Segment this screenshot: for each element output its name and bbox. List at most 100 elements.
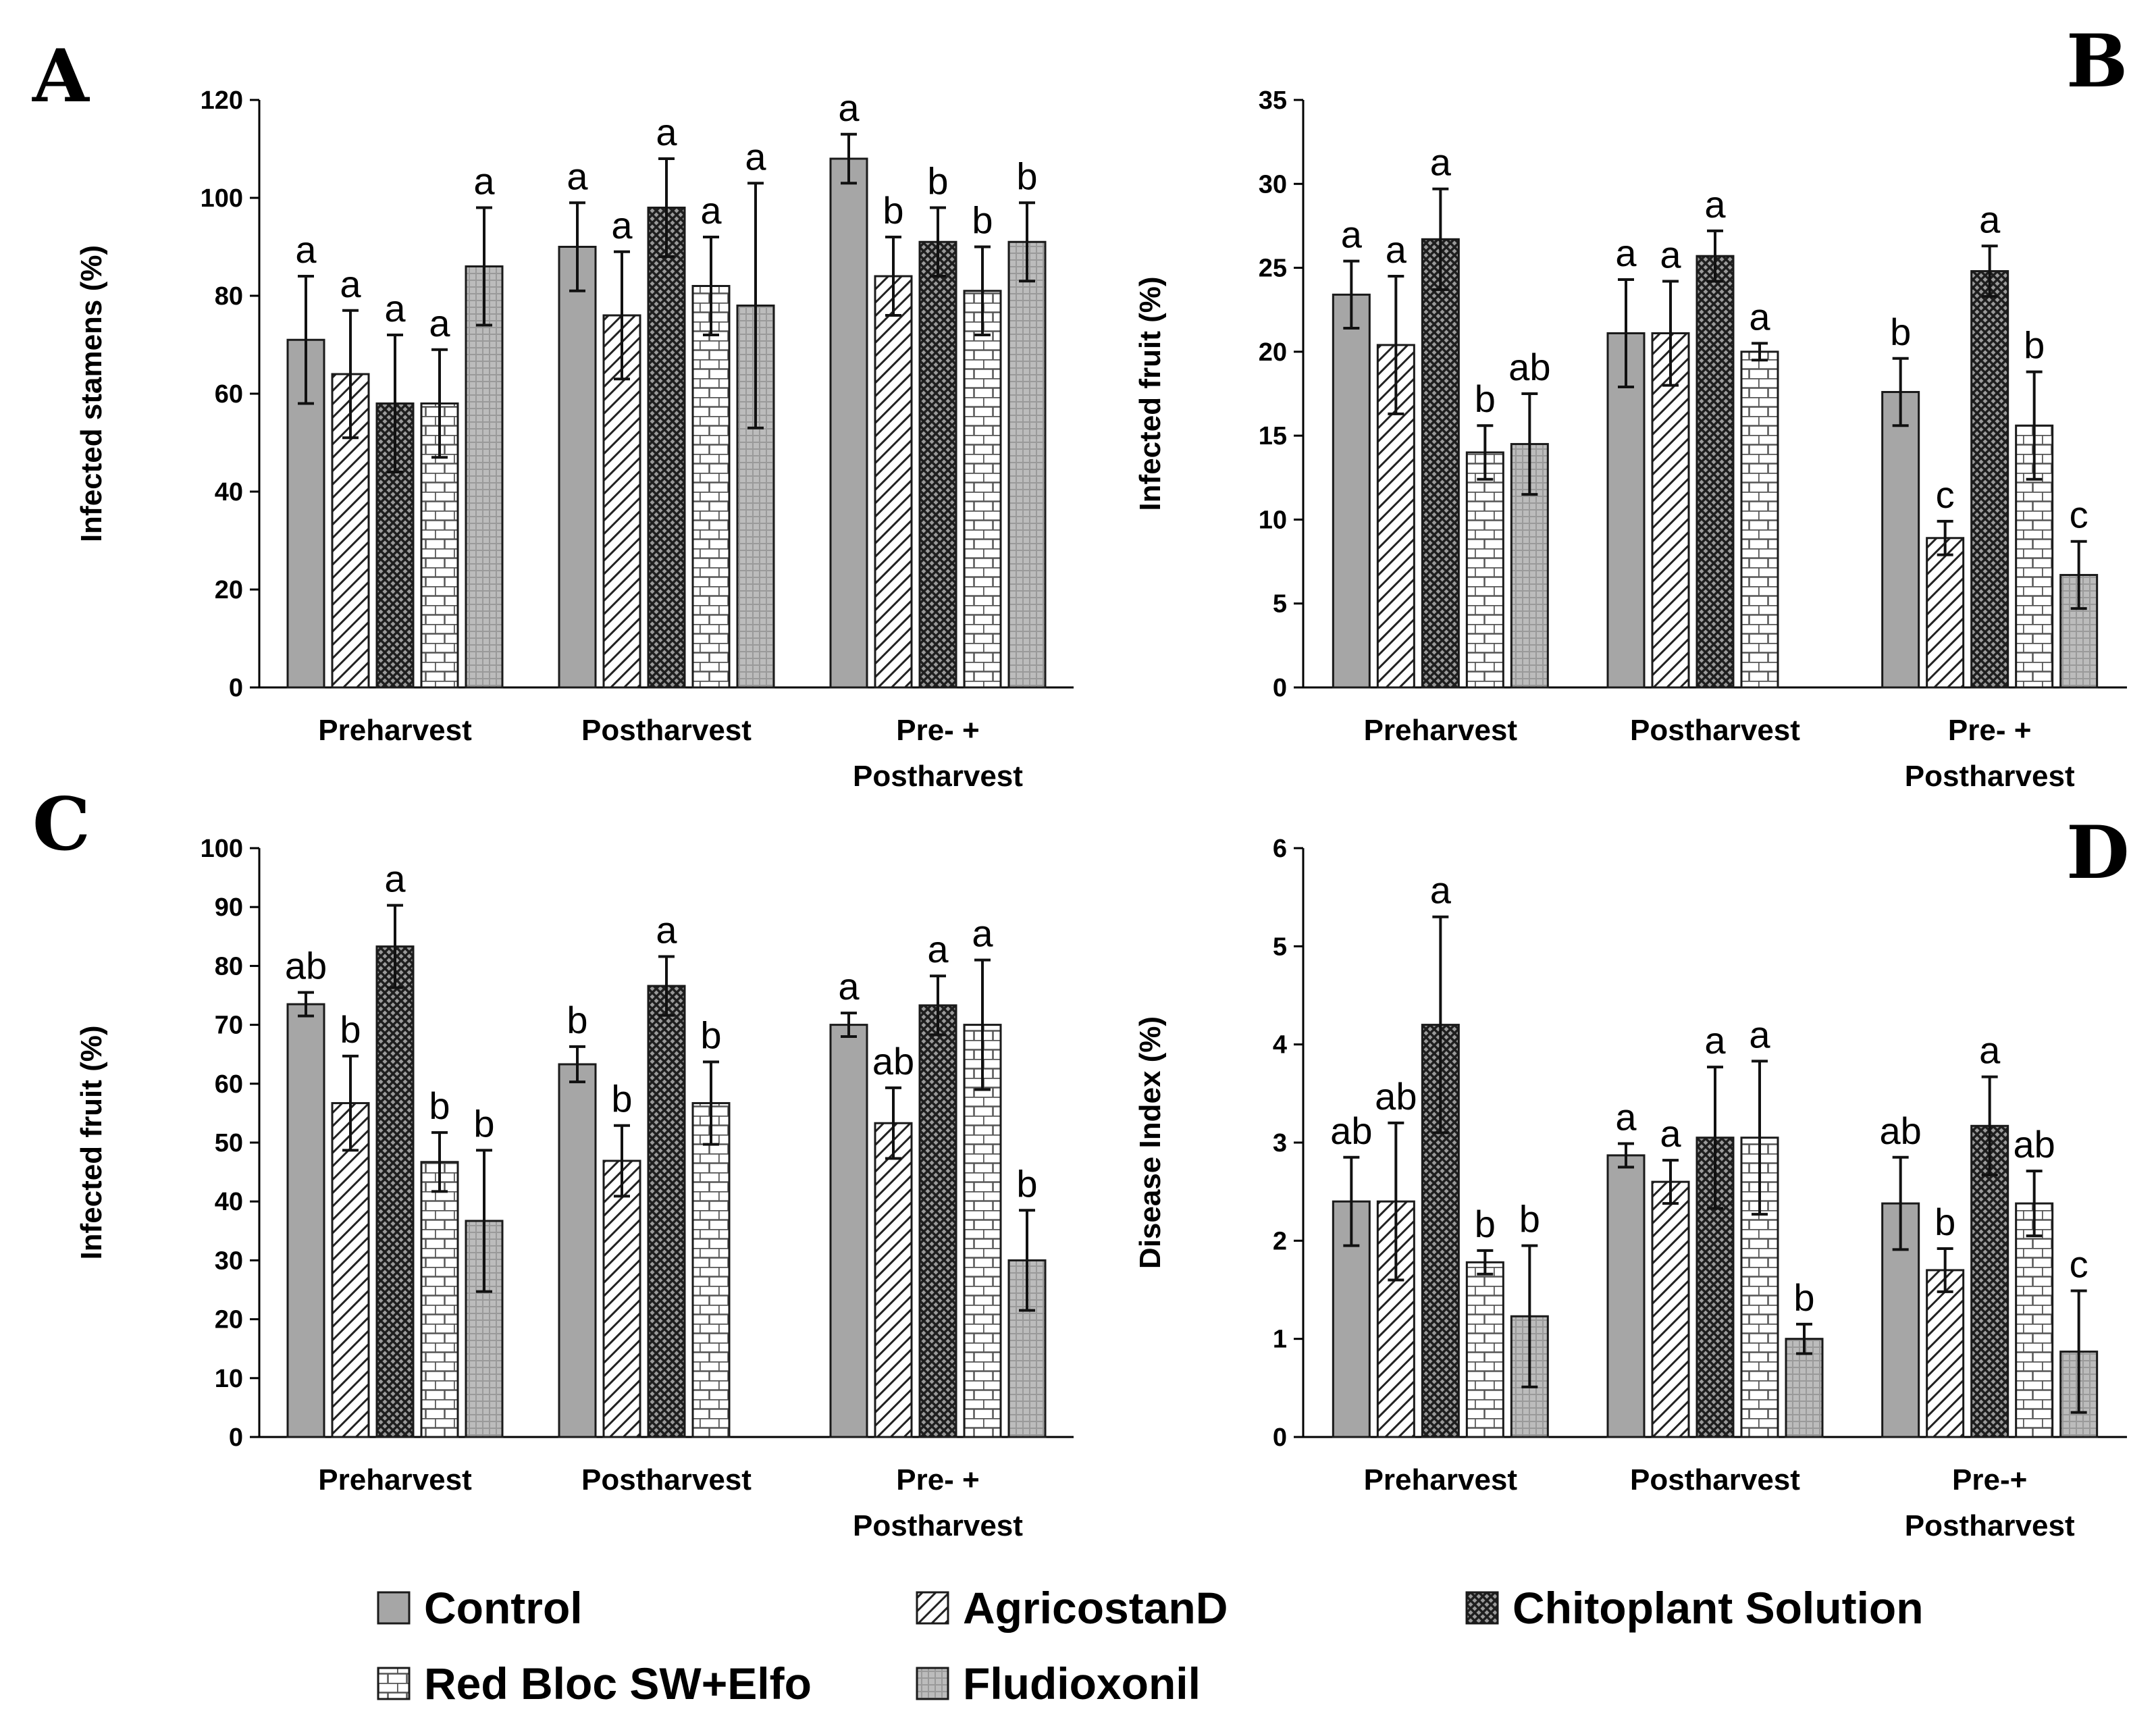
bar-d-agricostand [1652, 1182, 1689, 1437]
y-tick-label-c: 100 [201, 835, 243, 863]
bar-a-red-bloc-sw-elfo [964, 291, 1001, 687]
y-tick-label-b: 25 [1259, 255, 1287, 283]
significance-letter-d: ab [1375, 1075, 1417, 1118]
significance-letter-a: a [656, 111, 677, 153]
significance-letter-c: a [384, 858, 406, 900]
y-tick-label-d: 1 [1273, 1326, 1287, 1354]
significance-letter-b: c [1936, 473, 1955, 516]
legend-label-fludioxonil: Fludioxonil [963, 1658, 1201, 1708]
significance-letter-a: a [745, 135, 766, 178]
bar-d-red-bloc-sw-elfo [2016, 1203, 2053, 1437]
y-axis-title-a: Infected stamens (%) [75, 245, 108, 542]
x-category-line: Pre- + [896, 1463, 980, 1496]
x-category-line: Preharvest [318, 714, 472, 747]
x-category-line: Postharvest [1905, 760, 2075, 793]
bar-a-agricostand [875, 276, 912, 687]
x-category-line: Preharvest [318, 1463, 472, 1496]
bar-a-control [559, 247, 596, 688]
legend-swatch-fludioxonil [917, 1668, 948, 1699]
significance-letter-c: b [611, 1078, 632, 1120]
x-category-line: Postharvest [581, 1463, 752, 1496]
significance-letter-b: b [1890, 311, 1911, 353]
chart-panel-d: 0123456Disease Index (%)Preharvestababab… [1134, 835, 2127, 1542]
panel-letter-d: D [2066, 810, 2130, 895]
bar-c-control [831, 1025, 867, 1437]
panel-letter-a: A [32, 34, 90, 119]
legend-item-fludioxonil: Fludioxonil [917, 1658, 1201, 1708]
x-category-line: Postharvest [581, 714, 752, 747]
significance-letter-c: b [700, 1014, 721, 1057]
figure-canvas: A B C D 020406080100120Infected stamens … [0, 0, 2156, 1724]
y-tick-label-d: 4 [1273, 1031, 1287, 1060]
significance-letter-d: ab [1880, 1109, 1922, 1152]
bar-b-control [1883, 392, 1919, 687]
y-tick-label-a: 100 [201, 184, 243, 213]
significance-letter-a: a [611, 204, 633, 246]
y-tick-label-a: 40 [215, 478, 243, 506]
significance-letter-b: a [1704, 183, 1726, 226]
y-tick-label-d: 2 [1273, 1227, 1287, 1255]
x-category-line: Postharvest [853, 1509, 1023, 1542]
y-tick-label-c: 70 [215, 1012, 243, 1040]
significance-letter-a: b [972, 199, 993, 242]
significance-letter-c: ab [285, 945, 327, 987]
y-tick-label-c: 0 [229, 1423, 243, 1452]
significance-letter-a: a [429, 302, 450, 344]
significance-letter-d: a [1615, 1095, 1637, 1138]
significance-letter-a: a [473, 160, 495, 203]
bar-c-chitoplant-solution [648, 986, 685, 1437]
x-category-line: Preharvest [1364, 714, 1518, 747]
bar-a-chitoplant-solution [648, 208, 685, 688]
y-tick-label-a: 60 [215, 380, 243, 409]
x-category-label-b: Postharvest [1630, 714, 1800, 747]
x-category-line: Pre- + [1948, 714, 2032, 747]
bar-c-agricostand [875, 1123, 912, 1437]
bar-b-red-bloc-sw-elfo [1741, 352, 1778, 687]
significance-letter-c: a [972, 912, 993, 955]
bar-c-control [288, 1004, 324, 1437]
significance-letter-d: a [1660, 1112, 1681, 1155]
bar-c-agricostand [604, 1161, 640, 1437]
y-tick-label-b: 10 [1259, 506, 1287, 534]
bar-b-agricostand [1927, 538, 1964, 687]
significance-letter-a: a [340, 263, 361, 305]
legend-item-agricostand: AgricostanD [917, 1583, 1228, 1633]
significance-letter-d: c [2070, 1243, 2088, 1285]
y-tick-label-d: 3 [1273, 1129, 1287, 1157]
significance-letter-c: b [567, 999, 587, 1041]
bar-c-red-bloc-sw-elfo [693, 1103, 729, 1437]
y-tick-label-a: 20 [215, 576, 243, 604]
x-category-label-b: Pre- + Postharvest [1905, 714, 2075, 793]
bar-c-chitoplant-solution [377, 947, 413, 1437]
significance-letter-d: a [1979, 1029, 2001, 1072]
x-category-label-b: Preharvest [1364, 714, 1518, 747]
y-tick-label-d: 5 [1273, 933, 1287, 961]
significance-letter-c: b [429, 1085, 450, 1127]
y-tick-label-d: 6 [1273, 835, 1287, 863]
y-tick-label-b: 0 [1273, 674, 1287, 702]
x-category-label-a: Postharvest [581, 714, 752, 747]
significance-letter-d: b [1935, 1201, 1955, 1243]
bar-c-red-bloc-sw-elfo [421, 1162, 458, 1437]
significance-letter-c: a [927, 928, 949, 970]
legend-swatch-control [378, 1592, 409, 1623]
y-axis-title-b: Infected fruit (%) [1134, 276, 1167, 511]
legend-label-agricostand: AgricostanD [963, 1583, 1228, 1633]
significance-letter-c: a [656, 908, 677, 951]
y-axis-title-c: Infected fruit (%) [75, 1025, 108, 1259]
x-category-label-a: Pre- +Postharvest [853, 714, 1023, 793]
significance-letter-b: b [1475, 377, 1496, 420]
bar-d-control [1608, 1155, 1644, 1437]
legend-label-chitoplant: Chitoplant Solution [1513, 1583, 1924, 1633]
x-category-line: Postharvest [1905, 1509, 2075, 1542]
bar-b-chitoplant-solution [1697, 256, 1733, 687]
bar-b-red-bloc-sw-elfo [1467, 452, 1503, 687]
significance-letter-d: a [1749, 1013, 1770, 1055]
legend-item-chitoplant: Chitoplant Solution [1467, 1583, 1924, 1633]
x-category-label-a: Preharvest [318, 714, 472, 747]
significance-letter-c: b [340, 1008, 361, 1051]
x-category-line: Preharvest [1364, 1463, 1518, 1496]
y-tick-label-c: 30 [215, 1247, 243, 1275]
significance-letter-b: a [1341, 213, 1363, 256]
bar-a-control [831, 159, 867, 687]
